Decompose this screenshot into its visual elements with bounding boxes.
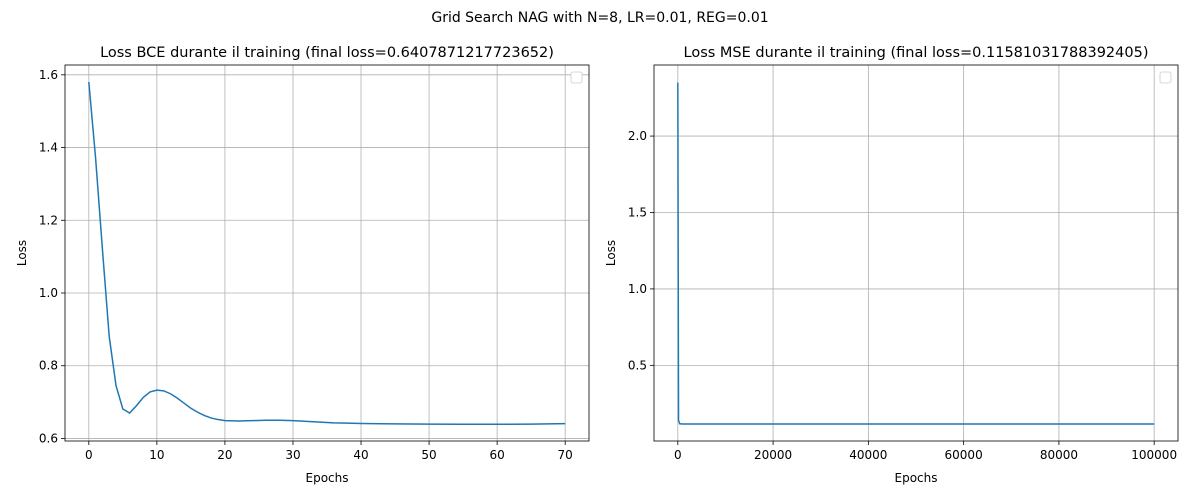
x-tick-label: 80000 [1040, 448, 1078, 462]
chart-mse-grid [654, 65, 1178, 441]
y-tick-label: 1.5 [628, 205, 647, 219]
chart-bce-series-line [88, 82, 566, 426]
chart-bce: 0 10 20 30 40 50 60 70 0.6 0.8 1.0 1.2 1.4 1.6 Loss B… [15, 45, 590, 485]
x-tick-label: 10 [149, 448, 164, 462]
y-tick-label: 1.2 [39, 213, 58, 227]
x-tick-label: 20 [217, 448, 232, 462]
chart-bce-legend-box [570, 71, 583, 84]
y-tick-label: 0.8 [39, 359, 58, 373]
figure-suptitle: Grid Search NAG with N=8, LR=0.01, REG=0… [431, 10, 768, 26]
x-tick-label: 20000 [754, 448, 792, 462]
y-tick-label: 0.6 [39, 431, 58, 445]
y-tick-label: 1.0 [39, 286, 58, 300]
x-tick-label: 40 [353, 448, 368, 462]
chart-mse-ylabel: Loss [604, 240, 618, 266]
chart-bce-grid [65, 65, 589, 441]
chart-mse-xlabel: Epochs [895, 471, 938, 485]
y-tick-label: 1.6 [39, 68, 58, 82]
chart-mse-plot-area [654, 65, 1178, 441]
chart-bce-ticks: 0 10 20 30 40 50 60 70 0.6 0.8 1.0 1.2 1.4 1.6 [39, 68, 573, 462]
chart-bce-plot-area [65, 65, 589, 441]
chart-bce-title: Loss BCE durante il training (final loss… [100, 45, 554, 61]
x-tick-label: 60 [489, 448, 504, 462]
x-tick-label: 30 [285, 448, 300, 462]
x-tick-label: 60000 [945, 448, 983, 462]
y-tick-label: 1.4 [39, 141, 58, 155]
chart-mse-ticks: 0 20000 40000 60000 80000 100000 0.5 1.0 1.5 2.0 [628, 129, 1177, 462]
chart-bce-frame [64, 64, 590, 442]
chart-bce-ylabel: Loss [15, 240, 29, 266]
x-tick-label: 50 [421, 448, 436, 462]
chart-mse-frame [653, 64, 1179, 442]
y-tick-label: 0.5 [628, 358, 647, 372]
chart-mse-series-line [677, 82, 1155, 425]
y-tick-label: 1.0 [628, 282, 647, 296]
chart-mse: 0 20000 40000 60000 80000 1000000.51.01.52.0 … [604, 45, 1179, 485]
x-tick-label: 100000 [1131, 448, 1177, 462]
x-tick-label: 0 [85, 448, 93, 462]
x-tick-label: 0 [674, 448, 682, 462]
x-tick-label: 70 [558, 448, 573, 462]
chart-bce-xlabel: Epochs [306, 471, 349, 485]
chart-mse-legend-box [1159, 71, 1172, 84]
y-tick-label: 2.0 [628, 129, 647, 143]
chart-mse-title: Loss MSE durante il training (final loss… [684, 45, 1149, 61]
x-tick-label: 40000 [849, 448, 887, 462]
